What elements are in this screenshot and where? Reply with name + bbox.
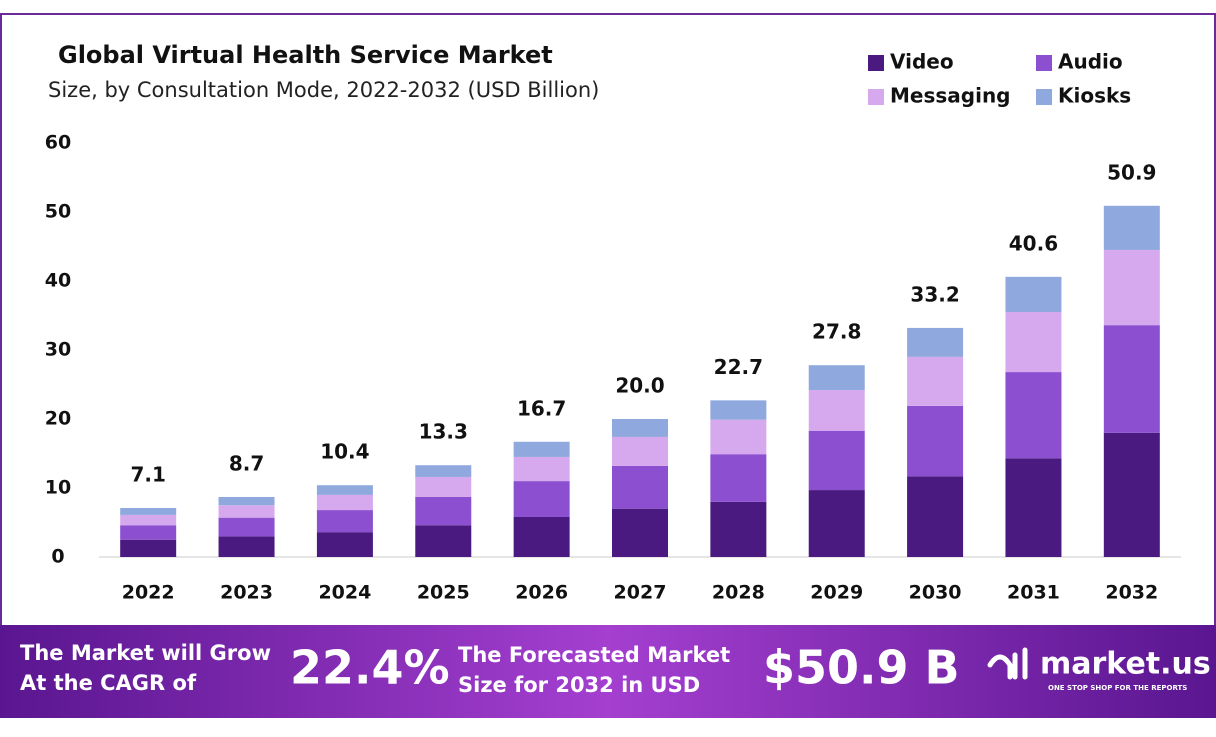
x-tick-label: 2028 [712,582,765,604]
y-tick-label: 0 [51,546,64,568]
total-label: 40.6 [1009,231,1058,255]
x-tick-label: 2029 [810,582,863,604]
footer-text: The Forecasted Market [458,643,730,667]
legend-label: Kiosks [1058,84,1131,108]
legend-swatch [868,55,884,71]
bar-segment [907,476,964,557]
bar-segment [513,456,570,482]
bar-segment [120,539,177,557]
legend-swatch [1036,55,1052,71]
brand: market.us [1040,647,1211,682]
bar-segment [513,516,570,557]
bar-segment [710,454,767,502]
bar-segment [316,532,373,557]
y-tick-label: 20 [45,408,71,430]
total-label: 8.7 [229,451,264,475]
bar-segment [808,365,865,391]
bar-segment [316,510,373,533]
bar-segment [612,419,668,437]
bar-segment [907,356,964,406]
x-tick-label: 2022 [122,582,175,604]
total-label: 13.3 [419,420,468,444]
bar-segment [710,419,767,455]
bar-segment [1005,276,1062,313]
bar-segment [120,525,177,540]
bar-segment [316,494,373,511]
legend-label: Video [890,50,954,74]
x-tick-label: 2025 [417,582,470,604]
bar-segment [1103,325,1160,433]
bar-segment [316,485,373,495]
bar-segment [907,327,964,357]
total-label: 50.9 [1107,160,1156,184]
bar-segment [1005,372,1062,459]
total-label: 16.7 [517,396,566,420]
bar-segment [612,465,668,509]
bar-segment [218,505,275,518]
footer-cagr: 22.4% [290,641,450,695]
x-tick-label: 2024 [318,582,371,604]
bar-segment [218,536,275,557]
total-label: 20.0 [615,374,664,398]
bar-segment [1103,432,1160,557]
total-label: 27.8 [812,320,861,344]
bar-segment [710,400,767,420]
total-label: 33.2 [910,282,959,306]
x-tick-label: 2031 [1007,582,1060,604]
legend-label: Audio [1058,50,1123,74]
footer-text: Size for 2032 in USD [458,673,700,697]
x-tick-label: 2023 [220,582,273,604]
chart-title: Global Virtual Health Service Market [58,41,553,69]
bar-segment [1005,458,1062,557]
bar-segment [218,517,275,537]
footer-text: The Market will Grow [20,641,271,665]
total-label: 22.7 [714,355,763,379]
bar-segment [120,514,177,526]
brand-tagline: ONE STOP SHOP FOR THE REPORTS [1048,684,1187,692]
y-tick-label: 60 [45,132,71,154]
x-tick-label: 2026 [515,582,568,604]
total-label: 7.1 [130,463,165,487]
brand-logo [987,647,1028,680]
chart-subtitle: Size, by Consultation Mode, 2022-2032 (U… [48,78,599,102]
y-tick-label: 40 [45,270,71,292]
bar-segment [513,481,570,517]
x-tick-label: 2032 [1105,582,1158,604]
bar-segment [415,465,472,477]
legend-swatch [1036,89,1052,105]
bar-segment [808,430,865,491]
total-label: 10.4 [320,440,369,464]
bar-segment [415,476,472,497]
bar-segment [513,441,570,457]
footer-forecast: $50.9 B [763,641,960,695]
legend-label: Messaging [890,84,1011,108]
x-tick-label: 2030 [909,582,962,604]
bar-segment [612,436,668,466]
y-tick-label: 50 [45,201,71,223]
y-tick-label: 30 [45,339,71,361]
bar-segment [1005,312,1062,373]
bar-segment [415,496,472,526]
bar-segment [808,490,865,557]
bar-segment [710,501,767,557]
y-tick-label: 10 [45,477,71,499]
bar-segment [808,390,865,431]
bar-segment [1103,205,1160,250]
bar-segment [1103,249,1160,326]
bar-segment [415,525,472,557]
bar-segment [120,508,177,515]
bar-segment [218,496,275,506]
footer: The Market will Grow At the CAGR of 22.4… [20,641,1211,698]
bar-segment [612,508,668,557]
footer-text: At the CAGR of [20,671,197,695]
bar-segment [907,405,964,477]
x-tick-label: 2027 [614,582,667,604]
legend-swatch [868,89,884,105]
